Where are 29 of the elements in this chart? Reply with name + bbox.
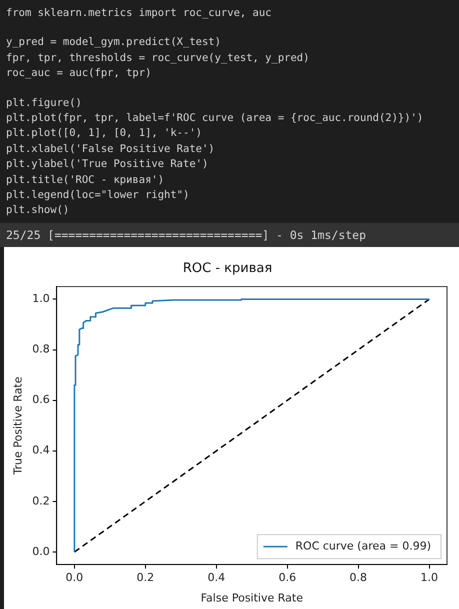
text: plt.plot([0, 1], [0, 1], 'k--') — [6, 126, 203, 142]
x-axis-title: False Positive Rate — [200, 591, 304, 604]
text: 25/25 [==============================] - 0s 1ms/step — [0, 222, 459, 247]
x-tick-label: 0.2 — [136, 570, 154, 584]
text: plt.figure() — [6, 96, 83, 111]
text: plt.show() — [6, 203, 70, 218]
x-tick-label: 0.6 — [278, 570, 296, 584]
y-tick-label: 0.0 — [32, 544, 50, 558]
chart-title: ROC - кривая — [182, 261, 272, 276]
y-tick-label: 0.6 — [32, 393, 50, 406]
text: from sklearn.metrics import roc_curve, auc — [6, 6, 273, 21]
x-tick-label: 1.0 — [420, 570, 438, 584]
y-tick-label: 0.2 — [32, 494, 50, 508]
text: y_pred = model_gym.predict(X_test) — [6, 35, 222, 50]
text: plt.xlabel('False Positive Rate') — [6, 142, 216, 157]
legend-label: ROC curve (area = 0.99) — [295, 539, 431, 552]
y-axis-title: True Positive Rate — [11, 376, 24, 476]
text: roc_auc = auc(fpr, tpr) — [6, 66, 152, 82]
x-tick-label: 0.4 — [208, 570, 226, 584]
y-tick-label: 0.8 — [32, 342, 50, 356]
text: plt.plot(fpr, tpr, label=f'ROC curve (area = {roc_auc.round(2)})') — [6, 111, 424, 126]
text: fpr, tpr, thresholds = roc_curve(y_test, y_pred) — [6, 50, 310, 66]
text: plt.title('ROC - кривая') — [6, 172, 166, 188]
x-tick-label: 0.0 — [66, 570, 84, 584]
text: plt.ylabel('True Positive Rate') — [6, 157, 210, 172]
x-tick-label: 0.8 — [350, 570, 368, 584]
y-tick-label: 1.0 — [32, 292, 50, 305]
y-tick-label: 0.4 — [32, 444, 50, 457]
text: plt.legend(loc="lower right") — [6, 188, 190, 204]
